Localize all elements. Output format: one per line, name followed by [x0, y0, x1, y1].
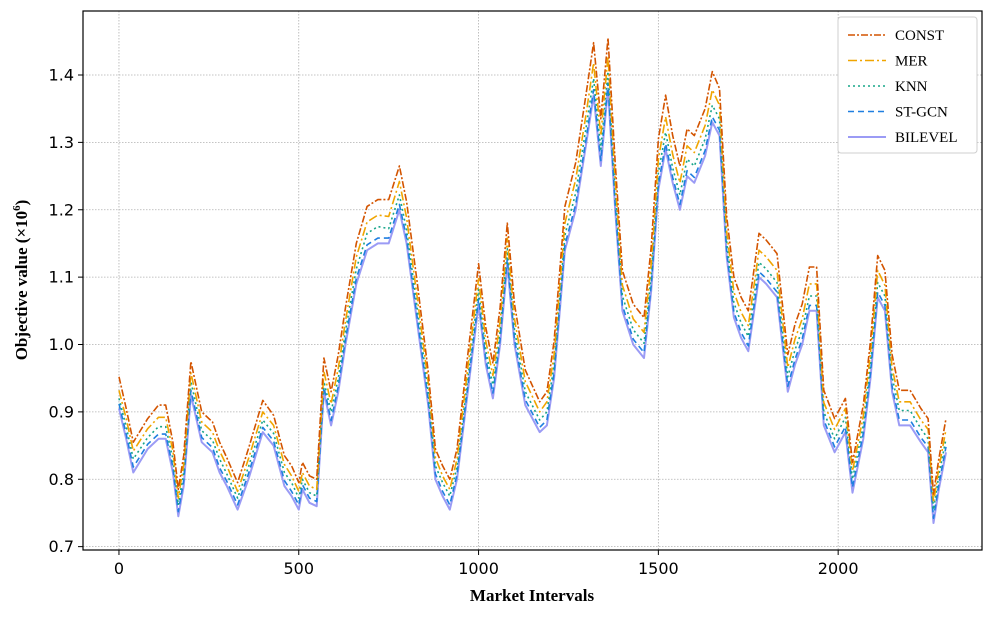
legend-label-st-gcn: ST-GCN	[895, 105, 948, 121]
y-axis-title-main: Objective value (×10	[12, 211, 31, 360]
plot-frame	[82, 10, 983, 551]
y-tick-label: 1.3	[49, 133, 74, 152]
y-axis-title: Objective value (×106)	[11, 200, 31, 361]
y-axis-title-exponent: 6	[11, 205, 23, 211]
series-line-const	[118, 37, 947, 495]
y-tick-label: 1.1	[49, 268, 74, 287]
y-tick-label: 1.0	[49, 335, 74, 354]
legend-label-mer: MER	[895, 54, 928, 70]
legend-label-knn: KNN	[895, 79, 928, 95]
y-axis-ticks: 0.7 0.8 0.9 1.0 1.1 1.2 1.3 1.4	[49, 66, 83, 556]
legend-label-const: CONST	[895, 28, 944, 44]
series-line-bilevel	[118, 87, 947, 524]
y-tick-label: 1.2	[49, 200, 74, 219]
y-axis-title-close: )	[12, 200, 31, 206]
y-tick-label: 0.9	[49, 402, 74, 421]
y-tick-label: 0.8	[49, 470, 74, 489]
series-line-mer	[118, 55, 947, 504]
x-tick-label: 500	[283, 559, 314, 578]
y-tick-label: 1.4	[49, 66, 74, 85]
series-line-st-gcn	[118, 82, 947, 520]
y-tick-label: 0.7	[49, 537, 74, 556]
x-tick-label: 1500	[638, 559, 679, 578]
legend: CONST MER KNN ST-GCN BILEVEL	[837, 16, 978, 154]
x-axis-ticks: 0 500 1000 1500 2000	[114, 550, 859, 578]
x-tick-label: 1000	[458, 559, 499, 578]
x-tick-label: 2000	[818, 559, 859, 578]
legend-label-bilevel: BILEVEL	[895, 130, 957, 146]
legend-box	[837, 16, 978, 154]
x-axis-title: Market Intervals	[470, 586, 595, 605]
series-lines	[118, 37, 947, 524]
series-line-knn	[118, 70, 947, 511]
x-tick-label: 0	[114, 559, 124, 578]
